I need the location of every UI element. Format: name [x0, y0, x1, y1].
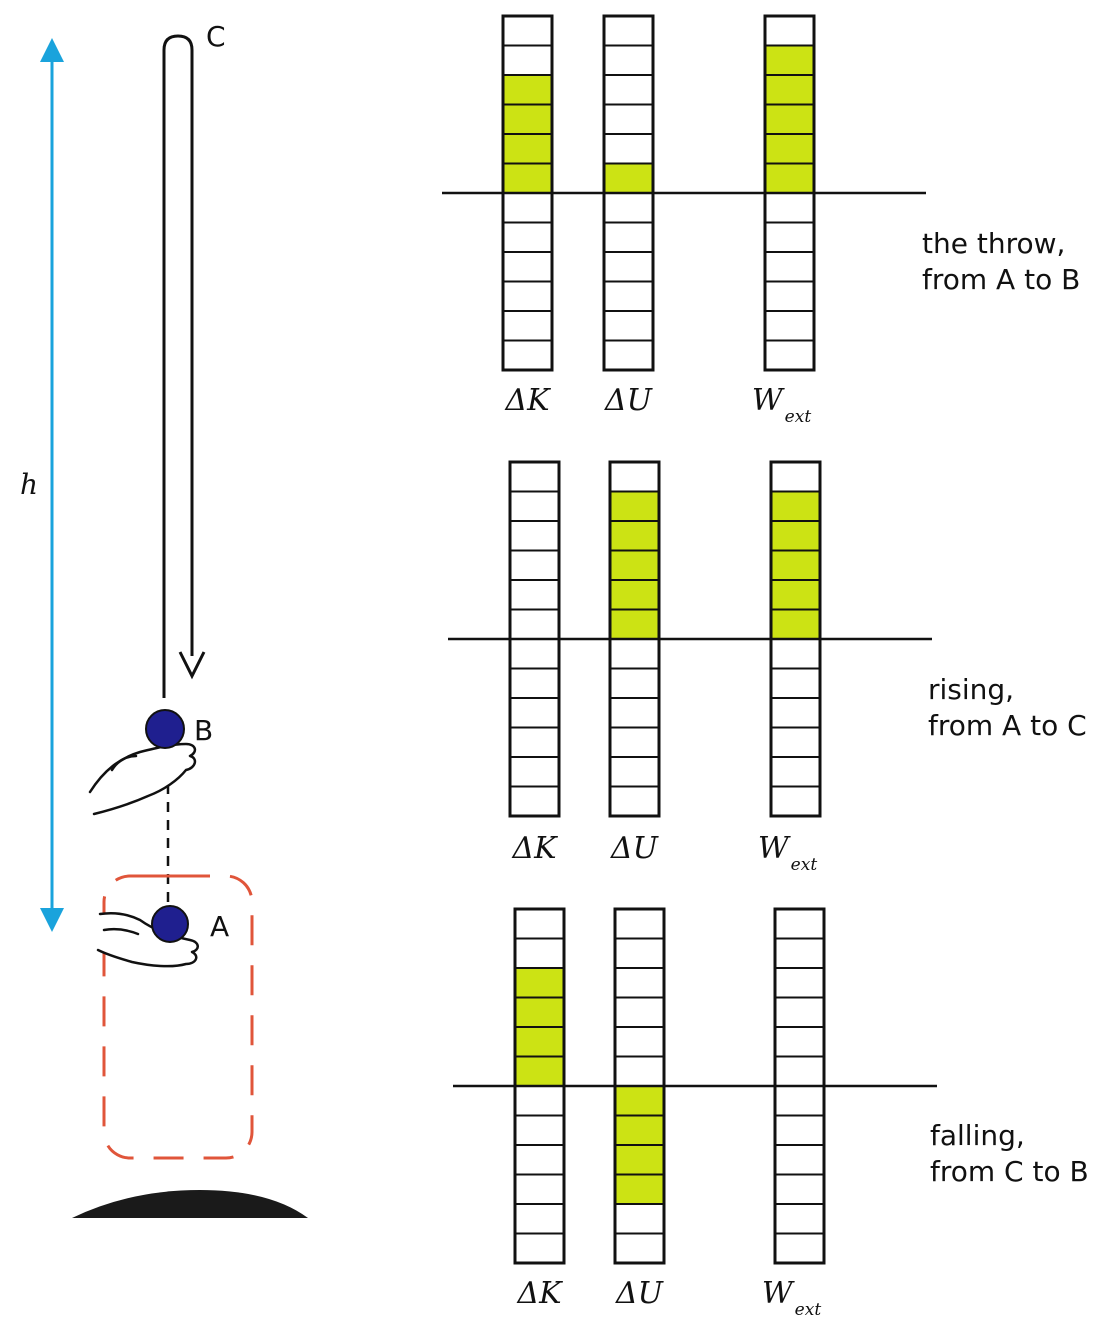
- bar-fill-cell: [615, 1115, 664, 1145]
- bar-fill-cell: [503, 104, 552, 134]
- bar-column-3-1: ΔK: [513, 907, 566, 1311]
- bar-fill-cell: [610, 609, 659, 639]
- chart-2-caption: rising, from A to C: [928, 672, 1087, 744]
- point-b-label: B: [194, 714, 213, 747]
- earth-mound: [72, 1190, 308, 1218]
- height-arrow-bottom-head: [40, 908, 64, 932]
- bar-label-1-2: ΔU: [604, 383, 654, 418]
- bar-fill-cell: [615, 1086, 664, 1116]
- bar-fill-cell: [771, 580, 820, 610]
- chart-1-caption: the throw, from A to B: [922, 226, 1080, 298]
- chart-2-caption-line-2: from A to C: [928, 709, 1087, 742]
- bar-fill-cell: [765, 75, 814, 105]
- chart-1-caption-line-2: from A to B: [922, 263, 1081, 296]
- bar-column-1-2: ΔU: [602, 14, 655, 418]
- bar-label-3-1: ΔK: [516, 1276, 563, 1311]
- bar-fill-cell: [503, 163, 552, 193]
- bar-fill-cell: [515, 1027, 564, 1057]
- bar-label-3-2: ΔU: [615, 1276, 665, 1311]
- height-label: h: [20, 468, 38, 501]
- bar-fill-cell: [765, 163, 814, 193]
- bar-fill-cell: [765, 45, 814, 75]
- ball-at-a: [151, 905, 189, 943]
- bar-fill-cell: [771, 491, 820, 521]
- trajectory-arrow-head: [178, 651, 206, 680]
- bar-column-2-2: ΔU: [608, 460, 661, 866]
- bar-fill-cell: [610, 580, 659, 610]
- point-a-label: A: [210, 910, 229, 943]
- chart-3-caption-line-2: from C to B: [930, 1155, 1089, 1188]
- bar-fill-cell: [765, 134, 814, 164]
- bar-fill-cell: [615, 1145, 664, 1175]
- chart-3-caption-line-1: falling,: [930, 1119, 1025, 1152]
- chart-2-caption-line-1: rising,: [928, 673, 1015, 706]
- bar-fill-cell: [515, 1056, 564, 1086]
- bar-label-2-1: ΔK: [511, 831, 558, 866]
- bar-fill-cell: [515, 968, 564, 998]
- chart-1-caption-line-1: the throw,: [922, 227, 1066, 260]
- height-arrow: [40, 38, 64, 932]
- bar-fill-cell: [610, 521, 659, 551]
- bar-fill-cell: [771, 609, 820, 639]
- height-arrow-top-head: [40, 38, 64, 62]
- bar-fill-cell: [615, 1174, 664, 1204]
- point-c-label: C: [206, 20, 226, 53]
- bar-label-2-2: ΔU: [610, 831, 660, 866]
- trajectory-path: [162, 34, 194, 698]
- system-boundary: [102, 874, 254, 1160]
- bar-fill-cell: [503, 134, 552, 164]
- bar-fill-cell: [515, 997, 564, 1027]
- bar-column-3-2: ΔU: [613, 907, 666, 1311]
- bar-fill-cell: [503, 75, 552, 105]
- hand-at-b: [88, 742, 197, 816]
- bar-fill-cell: [771, 550, 820, 580]
- bar-column-1-1: ΔK: [501, 14, 554, 418]
- trajectory-line: [162, 34, 194, 698]
- bar-fill-cell: [765, 104, 814, 134]
- bar-label-1-1: ΔK: [504, 383, 551, 418]
- chart-3-caption: falling, from C to B: [930, 1118, 1089, 1190]
- bar-fill-cell: [604, 163, 653, 193]
- hand-at-a: [96, 912, 199, 968]
- bar-column-2-1: ΔK: [508, 460, 561, 866]
- bar-fill-cell: [771, 521, 820, 551]
- bar-fill-cell: [610, 550, 659, 580]
- ball-at-b: [145, 709, 185, 749]
- bar-fill-cell: [610, 491, 659, 521]
